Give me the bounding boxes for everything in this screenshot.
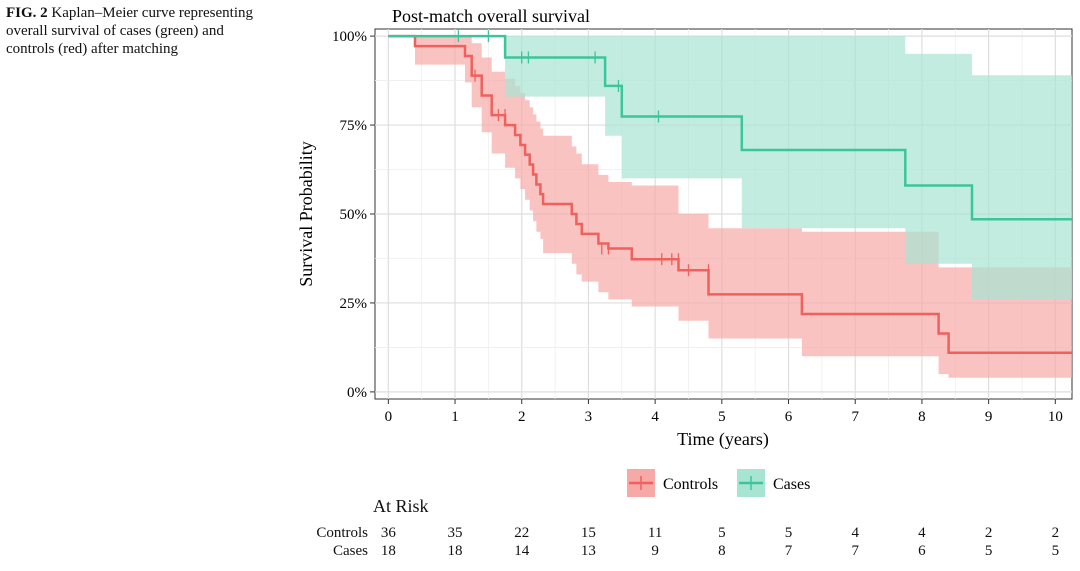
at-risk-value: 5 bbox=[1051, 543, 1060, 559]
y-axis: 0% 25% 50% 75% 100% bbox=[332, 29, 375, 401]
at-risk-value: 5 bbox=[784, 525, 793, 541]
x-tick-label: 2 bbox=[518, 409, 526, 425]
y-axis-label: Survival Probability bbox=[296, 141, 316, 287]
x-tick-label: 1 bbox=[451, 409, 459, 425]
x-axis-label: Time (years) bbox=[677, 429, 769, 450]
x-tick-label: 7 bbox=[851, 409, 859, 425]
at-risk-value: 18 bbox=[447, 543, 463, 559]
y-tick-label: 25% bbox=[340, 296, 368, 312]
at-risk-row-label: Cases bbox=[333, 543, 368, 559]
at-risk-row-label: Controls bbox=[316, 525, 368, 541]
x-tick-label: 9 bbox=[985, 409, 993, 425]
at-risk-value: 22 bbox=[514, 525, 530, 541]
at-risk-value: 2 bbox=[1051, 525, 1060, 541]
x-tick-label: 5 bbox=[718, 409, 726, 425]
at-risk-value: 8 bbox=[718, 543, 726, 559]
at-risk-value: 4 bbox=[851, 525, 859, 541]
legend-label-cases: Cases bbox=[773, 476, 810, 493]
at-risk-value: 9 bbox=[651, 543, 659, 559]
x-tick-label: 0 bbox=[385, 409, 393, 425]
censor-marks bbox=[457, 30, 710, 277]
x-tick-label: 6 bbox=[785, 409, 793, 425]
at-risk-value: 11 bbox=[647, 525, 663, 541]
at-risk-value: 36 bbox=[380, 525, 396, 541]
at-risk-value: 7 bbox=[784, 543, 793, 559]
y-tick-label: 100% bbox=[332, 29, 367, 45]
legend: Controls Cases bbox=[627, 469, 810, 497]
at-risk-value: 5 bbox=[718, 525, 726, 541]
at-risk-value: 13 bbox=[580, 543, 596, 559]
band-cases bbox=[388, 36, 1072, 300]
x-tick-label: 8 bbox=[918, 409, 926, 425]
x-tick-label: 4 bbox=[651, 409, 659, 425]
figure-label: FIG. 2 bbox=[6, 5, 48, 21]
confidence-bands bbox=[388, 36, 1072, 378]
at-risk-value: 5 bbox=[984, 543, 993, 559]
figure-caption: FIG. 2 Kaplan–Meier curve representing o… bbox=[6, 4, 256, 58]
x-tick-label: 10 bbox=[1048, 409, 1063, 425]
x-tick-label: 3 bbox=[585, 409, 593, 425]
band-controls bbox=[388, 36, 1072, 378]
legend-label-controls: Controls bbox=[663, 476, 718, 493]
at-risk-value: 15 bbox=[580, 525, 596, 541]
at-risk-value: 7 bbox=[851, 543, 859, 559]
at-risk-title: At Risk bbox=[373, 496, 429, 516]
at-risk-value: 18 bbox=[380, 543, 396, 559]
curve-controls bbox=[388, 34, 1072, 355]
at-risk-value: 4 bbox=[918, 525, 926, 541]
at-risk-value: 2 bbox=[984, 525, 993, 541]
x-axis: 0 1 2 3 4 5 6 7 8 9 10 bbox=[385, 399, 1063, 425]
at-risk-value: 6 bbox=[918, 543, 926, 559]
figure-caption-text: Kaplan–Meier curve representing overall … bbox=[6, 5, 253, 57]
y-tick-label: 75% bbox=[340, 118, 368, 134]
y-tick-label: 50% bbox=[340, 207, 368, 223]
at-risk-value: 35 bbox=[447, 525, 463, 541]
y-tick-label: 0% bbox=[347, 385, 367, 401]
chart-title: Post-match overall survival bbox=[392, 6, 590, 26]
at-risk-value: 14 bbox=[514, 543, 530, 559]
